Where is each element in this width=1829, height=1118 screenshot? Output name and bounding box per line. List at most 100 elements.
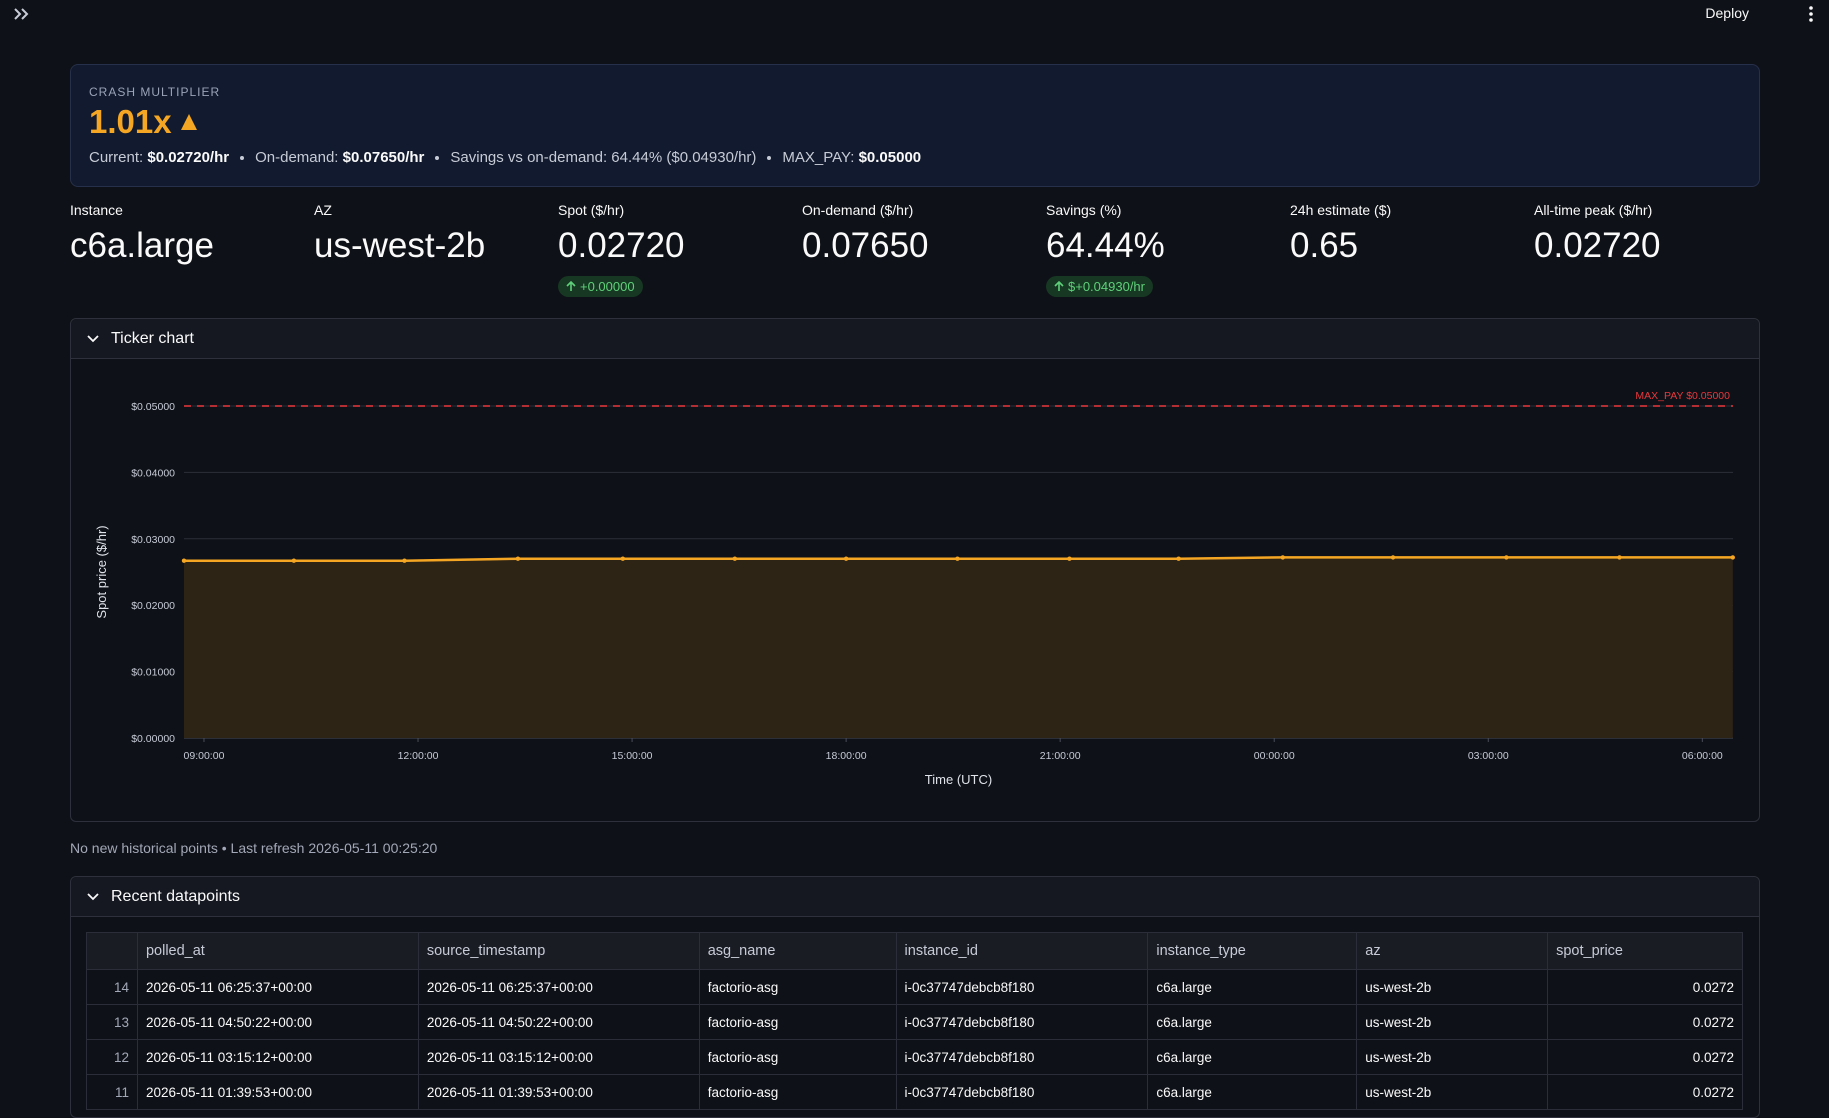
metric: All-time peak ($/hr) 0.02720	[1534, 202, 1778, 266]
table-cell: 2026-05-11 06:25:37+00:00	[136, 969, 419, 1005]
point	[291, 558, 297, 563]
table-cell: i-0c37747debcb8f180	[895, 969, 1149, 1005]
detail-label: On-demand:	[255, 149, 339, 166]
header-row: polled_at source_timestamp asg_name instanc…	[86, 932, 1743, 970]
column-header[interactable]: asg_name	[698, 932, 897, 970]
delta-text: +0.00000	[580, 279, 635, 294]
expander-title: Ticker chart	[111, 329, 194, 347]
table-row: 13 2026-05-11 04:50:22+00:00 2026-05-11 04…	[86, 1004, 1743, 1040]
detail: Current: $0.02720/hr	[89, 149, 229, 166]
metric: On-demand ($/hr) 0.07650	[802, 202, 1046, 266]
status-text: No new historical points • Last refresh …	[70, 840, 438, 856]
detail-label: Savings vs on-demand: 64.44% ($0.04930/h…	[450, 149, 757, 166]
banner-details: Current: $0.02720/hr On-demand: $0.07650/…	[89, 149, 921, 166]
detail-label: MAX_PAY:	[782, 149, 855, 166]
table-cell: us-west-2b	[1356, 1039, 1549, 1075]
table-cell: c6a.large	[1147, 1004, 1358, 1040]
table-cell: 2026-05-11 01:39:53+00:00	[136, 1074, 419, 1110]
x-tick-label: 09:00:00	[184, 750, 225, 762]
x-tick-label: 00:00:00	[1254, 750, 1295, 762]
column-header[interactable]: az	[1356, 932, 1549, 970]
table-cell: us-west-2b	[1356, 969, 1549, 1005]
multiplier: 1.01x	[89, 103, 198, 141]
column-header[interactable]: polled_at	[136, 932, 419, 970]
metric-label: On-demand ($/hr)	[802, 202, 914, 218]
table-cell: c6a.large	[1147, 1074, 1358, 1110]
x-tick-label: 06:00:00	[1682, 750, 1723, 762]
table-cell: factorio-asg	[698, 1039, 897, 1075]
x-axis-label: Time (UTC)	[925, 772, 992, 787]
metric-label: All-time peak ($/hr)	[1534, 202, 1653, 218]
metric-label: Savings (%)	[1046, 202, 1122, 218]
row-index: 13	[86, 1004, 138, 1040]
delta-arrow	[566, 281, 576, 291]
delta-text: $+0.04930/hr	[1068, 279, 1145, 294]
table-cell: factorio-asg	[698, 1004, 897, 1040]
table-cell: 0.0272	[1547, 969, 1743, 1005]
table-cell: factorio-asg	[698, 1074, 897, 1110]
point	[1280, 555, 1285, 560]
point	[955, 556, 960, 561]
table-cell: 0.0272	[1547, 1074, 1743, 1110]
detail: Savings vs on-demand: 64.44% ($0.04930/h…	[450, 149, 756, 166]
expander-header[interactable]: Recent datapoints	[71, 877, 1759, 917]
y-axis-label: Spot price ($/hr)	[94, 525, 109, 618]
sidebar-toggle[interactable]	[12, 6, 32, 22]
detail-value: $0.07650/hr	[342, 149, 425, 166]
column-header[interactable]: instance_id	[895, 932, 1149, 970]
point	[515, 556, 521, 561]
table-row: 12 2026-05-11 03:15:12+00:00 2026-05-11 03…	[86, 1039, 1743, 1075]
separator-dot	[767, 155, 772, 160]
arrow-shape	[566, 281, 576, 291]
table-cell: factorio-asg	[698, 969, 897, 1005]
column-header[interactable]: source_timestamp	[417, 932, 700, 970]
deploy-button[interactable]: Deploy	[1705, 5, 1749, 21]
metric: Spot ($/hr) 0.02720 +0.00000	[558, 202, 802, 297]
metric: 24h estimate ($) 0.65	[1290, 202, 1534, 266]
y-tick-label: $0.04000	[131, 467, 175, 479]
x-tick-label: 21:00:00	[1040, 750, 1081, 762]
metric-value: 0.07650	[802, 226, 929, 265]
metric-delta: +0.00000	[558, 276, 643, 297]
point	[1390, 555, 1396, 560]
metric: AZ us-west-2b	[314, 202, 558, 266]
metric-label: Instance	[70, 202, 123, 218]
table-cell: 2026-05-11 04:50:22+00:00	[136, 1004, 419, 1040]
y-tick-label: $0.00000	[131, 733, 175, 745]
column-header[interactable]: spot_price	[1547, 932, 1743, 970]
table-cell: 2026-05-11 06:25:37+00:00	[417, 969, 700, 1005]
table-cell: 0.0272	[1547, 1004, 1743, 1040]
row-index: 11	[86, 1074, 138, 1110]
expander-header[interactable]: Ticker chart	[71, 319, 1759, 359]
index-header	[86, 932, 138, 970]
point	[181, 558, 187, 563]
table-cell: c6a.large	[1147, 969, 1358, 1005]
chevron	[87, 892, 99, 900]
table-cell: c6a.large	[1147, 1039, 1358, 1075]
metric-delta: $+0.04930/hr	[1046, 276, 1153, 297]
point	[843, 556, 849, 561]
row-index: 12	[86, 1039, 138, 1075]
detail: MAX_PAY: $0.05000	[782, 149, 921, 166]
table-cell: 2026-05-11 03:15:12+00:00	[136, 1039, 419, 1075]
x-tick-label: 18:00:00	[826, 750, 867, 762]
metric-label: 24h estimate ($)	[1290, 202, 1392, 218]
point	[1176, 556, 1181, 561]
y-tick-label: $0.03000	[131, 534, 175, 546]
detail: On-demand: $0.07650/hr	[255, 149, 424, 166]
table-row: 11 2026-05-11 01:39:53+00:00 2026-05-11 01…	[86, 1074, 1743, 1110]
point	[1730, 555, 1735, 560]
metric-label: Spot ($/hr)	[558, 202, 625, 218]
point	[732, 556, 738, 561]
delta-arrow	[1054, 281, 1064, 291]
column-header[interactable]: instance_type	[1147, 932, 1358, 970]
point	[1067, 556, 1072, 561]
table-body: 14 2026-05-11 06:25:37+00:00 2026-05-11 06…	[86, 969, 1743, 1110]
up-icon	[180, 114, 197, 130]
table-cell: 0.0272	[1547, 1039, 1743, 1075]
main-menu[interactable]	[1807, 5, 1815, 23]
y-tick-label: $0.05000	[131, 401, 175, 413]
detail-value: $0.02720/hr	[147, 149, 230, 166]
point	[402, 558, 407, 563]
